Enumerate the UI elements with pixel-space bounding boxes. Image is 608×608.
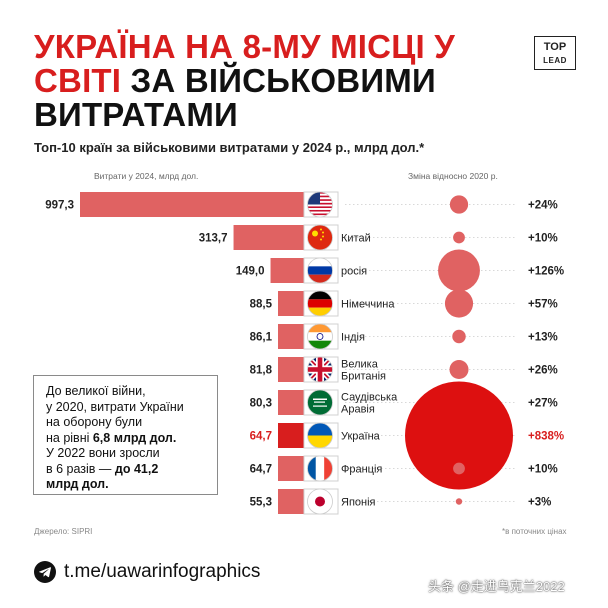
spend-column-header: Витрати у 2024, млрд дол. [94, 171, 199, 181]
country-label-line: Україна [341, 431, 381, 443]
change-label: +26% [528, 365, 558, 377]
title-red-part: УКРАЇНА НА 8-МУ МІСЦІ У СВІТІ [34, 28, 455, 99]
change-bubble [444, 289, 474, 318]
callout-text: на рівні [46, 430, 93, 445]
change-bubble [438, 249, 480, 292]
callout-line: млрд дол. [46, 477, 217, 493]
flag-russia-icon [307, 257, 333, 284]
change-label: +27% [528, 398, 558, 410]
country-label-line: Франція [341, 464, 382, 476]
bar [278, 423, 304, 448]
country-label-line: Саудівська [341, 392, 398, 404]
country-label-line: Китай [341, 233, 371, 245]
callout-line: на рівні 6,8 млрд дол. [46, 431, 217, 447]
bar [278, 489, 304, 514]
footer-telegram-link[interactable]: t.me/uawarinfographics [34, 561, 260, 583]
value-label: 64,7 [250, 464, 272, 476]
value-label: 88,5 [250, 299, 273, 311]
flag-france-icon [307, 455, 333, 482]
telegram-icon [34, 561, 56, 583]
title-black-part-2: ВИТРАТАМИ [34, 96, 238, 133]
country-label-line: росія [341, 266, 367, 278]
value-label: 149,0 [236, 266, 265, 278]
callout-line: У 2022 вони зросли [46, 446, 160, 460]
country-label: Україна [341, 431, 381, 443]
callout-bold-text: млрд дол. [46, 477, 109, 491]
country-label: Індія [341, 332, 365, 344]
change-bubble [449, 359, 469, 380]
callout-bold-text: 6,8 млрд дол. [92, 430, 177, 445]
flag-usa-icon [307, 191, 333, 218]
change-bubble [455, 498, 463, 505]
change-label: +24% [528, 200, 558, 212]
value-label: 64,7 [250, 431, 272, 443]
value-label: 81,8 [250, 365, 273, 377]
bar [278, 390, 304, 415]
change-bubble [452, 329, 466, 344]
country-label-line: Велика [341, 359, 379, 371]
bar [278, 456, 304, 481]
flag-india-icon [307, 323, 333, 350]
callout-bold-text: до 41,2 [114, 461, 159, 476]
country-label: Китай [341, 233, 371, 245]
change-bubble [453, 231, 465, 244]
flag-saudi-icon [307, 389, 333, 416]
bar [233, 225, 304, 250]
change-label: +838% [528, 431, 564, 443]
logo-bottom-text: LEAD [543, 56, 567, 65]
change-label: +3% [528, 497, 551, 509]
value-label: 997,3 [45, 200, 74, 212]
bar [278, 357, 304, 382]
country-label-line: Індія [341, 332, 365, 344]
callout-line: на оборону були [46, 415, 143, 429]
top-lead-logo: TOP LEAD [534, 36, 576, 70]
flag-uk-icon [307, 356, 333, 383]
source-note: Джерело: SIPRI [34, 527, 93, 536]
value-label: 86,1 [250, 332, 273, 344]
chart-subtitle: Топ-10 країн за військовими витратами у … [34, 140, 425, 155]
bar [278, 324, 304, 349]
callout-line: у 2020, витрати України [46, 399, 184, 414]
bar [80, 192, 304, 217]
change-label: +10% [528, 233, 558, 245]
ukraine-callout-box: До великої війни, у 2020, витрати Україн… [33, 375, 218, 495]
country-label: Німеччина [341, 299, 395, 311]
bar [278, 291, 304, 316]
logo-top-text: TOP [543, 41, 567, 53]
country-label-line: Німеччина [341, 299, 395, 311]
change-bubble [405, 381, 513, 490]
country-label: Саудівська Аравія [341, 392, 398, 416]
country-label: Велика Британія [341, 359, 386, 383]
prices-note: *в поточних цінах [502, 527, 567, 536]
callout-line: в 6 разів — до 41,2 [46, 462, 217, 478]
country-label-line: Аравія [341, 404, 375, 416]
change-label: +13% [528, 332, 558, 344]
country-label-line: Британія [341, 371, 386, 383]
change-label: +10% [528, 464, 558, 476]
value-label: 313,7 [199, 233, 228, 245]
change-label: +57% [528, 299, 558, 311]
change-label: +126% [528, 266, 564, 278]
country-label: Японія [341, 497, 376, 509]
change-bubble [453, 462, 465, 475]
title-black-part-1: ЗА ВІЙСЬКОВИМИ [130, 62, 436, 99]
flag-germany-icon [307, 290, 333, 317]
callout-line: До великої війни, [46, 384, 146, 398]
flag-china-icon [307, 224, 333, 251]
flag-japan-icon [307, 488, 333, 515]
page-title: УКРАЇНА НА 8-МУ МІСЦІ У СВІТІ ЗА ВІЙСЬКО… [34, 30, 514, 132]
bar [270, 258, 304, 283]
country-label: Франція [341, 464, 382, 476]
flag-ukraine-icon [307, 422, 333, 449]
telegram-link-text[interactable]: t.me/uawarinfographics [64, 561, 261, 582]
value-label: 80,3 [250, 398, 272, 410]
country-label: росія [341, 266, 367, 278]
country-label-line: Японія [341, 497, 376, 509]
watermark-text: 头条 @走进乌克兰2022 [428, 579, 565, 594]
callout-text: в 6 разів — [46, 461, 115, 476]
change-column-header: Зміна відносно 2020 р. [408, 171, 498, 181]
change-bubble [449, 195, 469, 214]
value-label: 55,3 [250, 497, 272, 509]
